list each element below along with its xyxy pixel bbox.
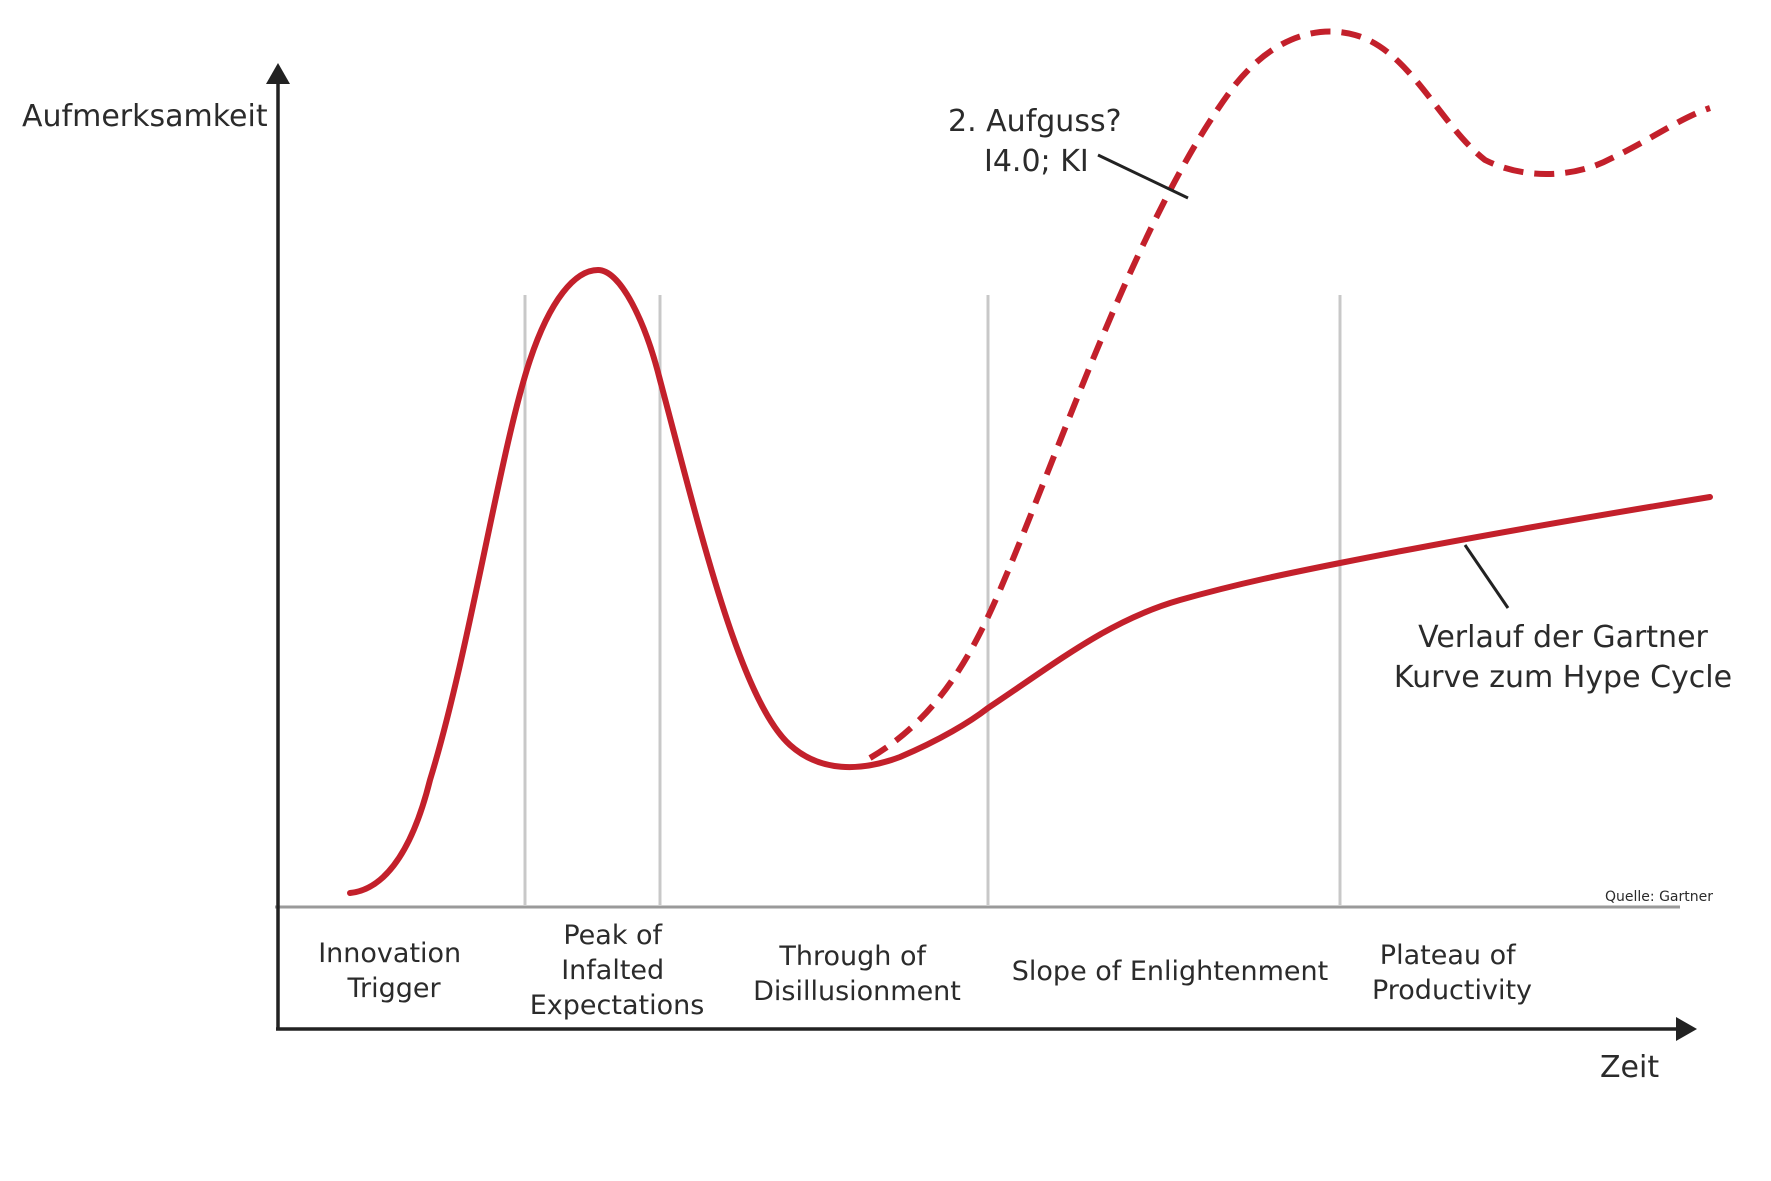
phase-label-peak-of-expectations: Peak of Infalted Expectations (530, 920, 705, 1021)
phase-label-line: Expectations (530, 990, 705, 1021)
phase-labels: Innovation Trigger Peak of Infalted Expe… (318, 920, 1532, 1021)
gartner-annotation-line1: Verlauf der Gartner (1418, 620, 1708, 655)
phase-label-innovation-trigger: Innovation Trigger (318, 938, 470, 1004)
x-axis-label: Zeit (1600, 1050, 1659, 1085)
gartner-leader (1463, 544, 1510, 609)
phase-label-line: Infalted (561, 955, 664, 986)
gartner-annotation-line2: Kurve zum Hype Cycle (1394, 660, 1732, 695)
y-axis-label: Aufmerksamkeit (22, 99, 268, 134)
phase-label-line: Trigger (346, 973, 441, 1004)
phase-label-slope-of-enlightenment: Slope of Enlightenment (1012, 956, 1328, 987)
phase-dividers (523, 295, 1342, 905)
second-wave-curve (868, 28, 1711, 761)
phase-label-line: Peak of (563, 920, 663, 951)
axes (276, 80, 1680, 1031)
phase-label-line: Through of (778, 941, 927, 972)
hype-cycle-curve (347, 266, 1713, 896)
phase-label-plateau-of-productivity: Plateau of Productivity (1372, 940, 1532, 1006)
phase-label-line: Innovation (318, 938, 461, 969)
phase-label-line: Slope of Enlightenment (1012, 956, 1328, 987)
second-wave-leader (1097, 153, 1189, 200)
phase-label-line: Plateau of (1380, 940, 1517, 971)
x-axis-arrow-icon (1676, 1017, 1697, 1041)
phase-label-line: Disillusionment (753, 976, 961, 1007)
second-wave-annotation-line1: 2. Aufguss? (948, 104, 1122, 139)
source-note: Quelle: Gartner (1605, 889, 1713, 905)
phase-label-line: Productivity (1372, 975, 1532, 1006)
phase-label-trough-of-disillusionment: Through of Disillusionment (753, 941, 961, 1007)
y-axis-arrow-icon (266, 63, 290, 84)
second-wave-annotation-line2: I4.0; KI (984, 144, 1089, 179)
